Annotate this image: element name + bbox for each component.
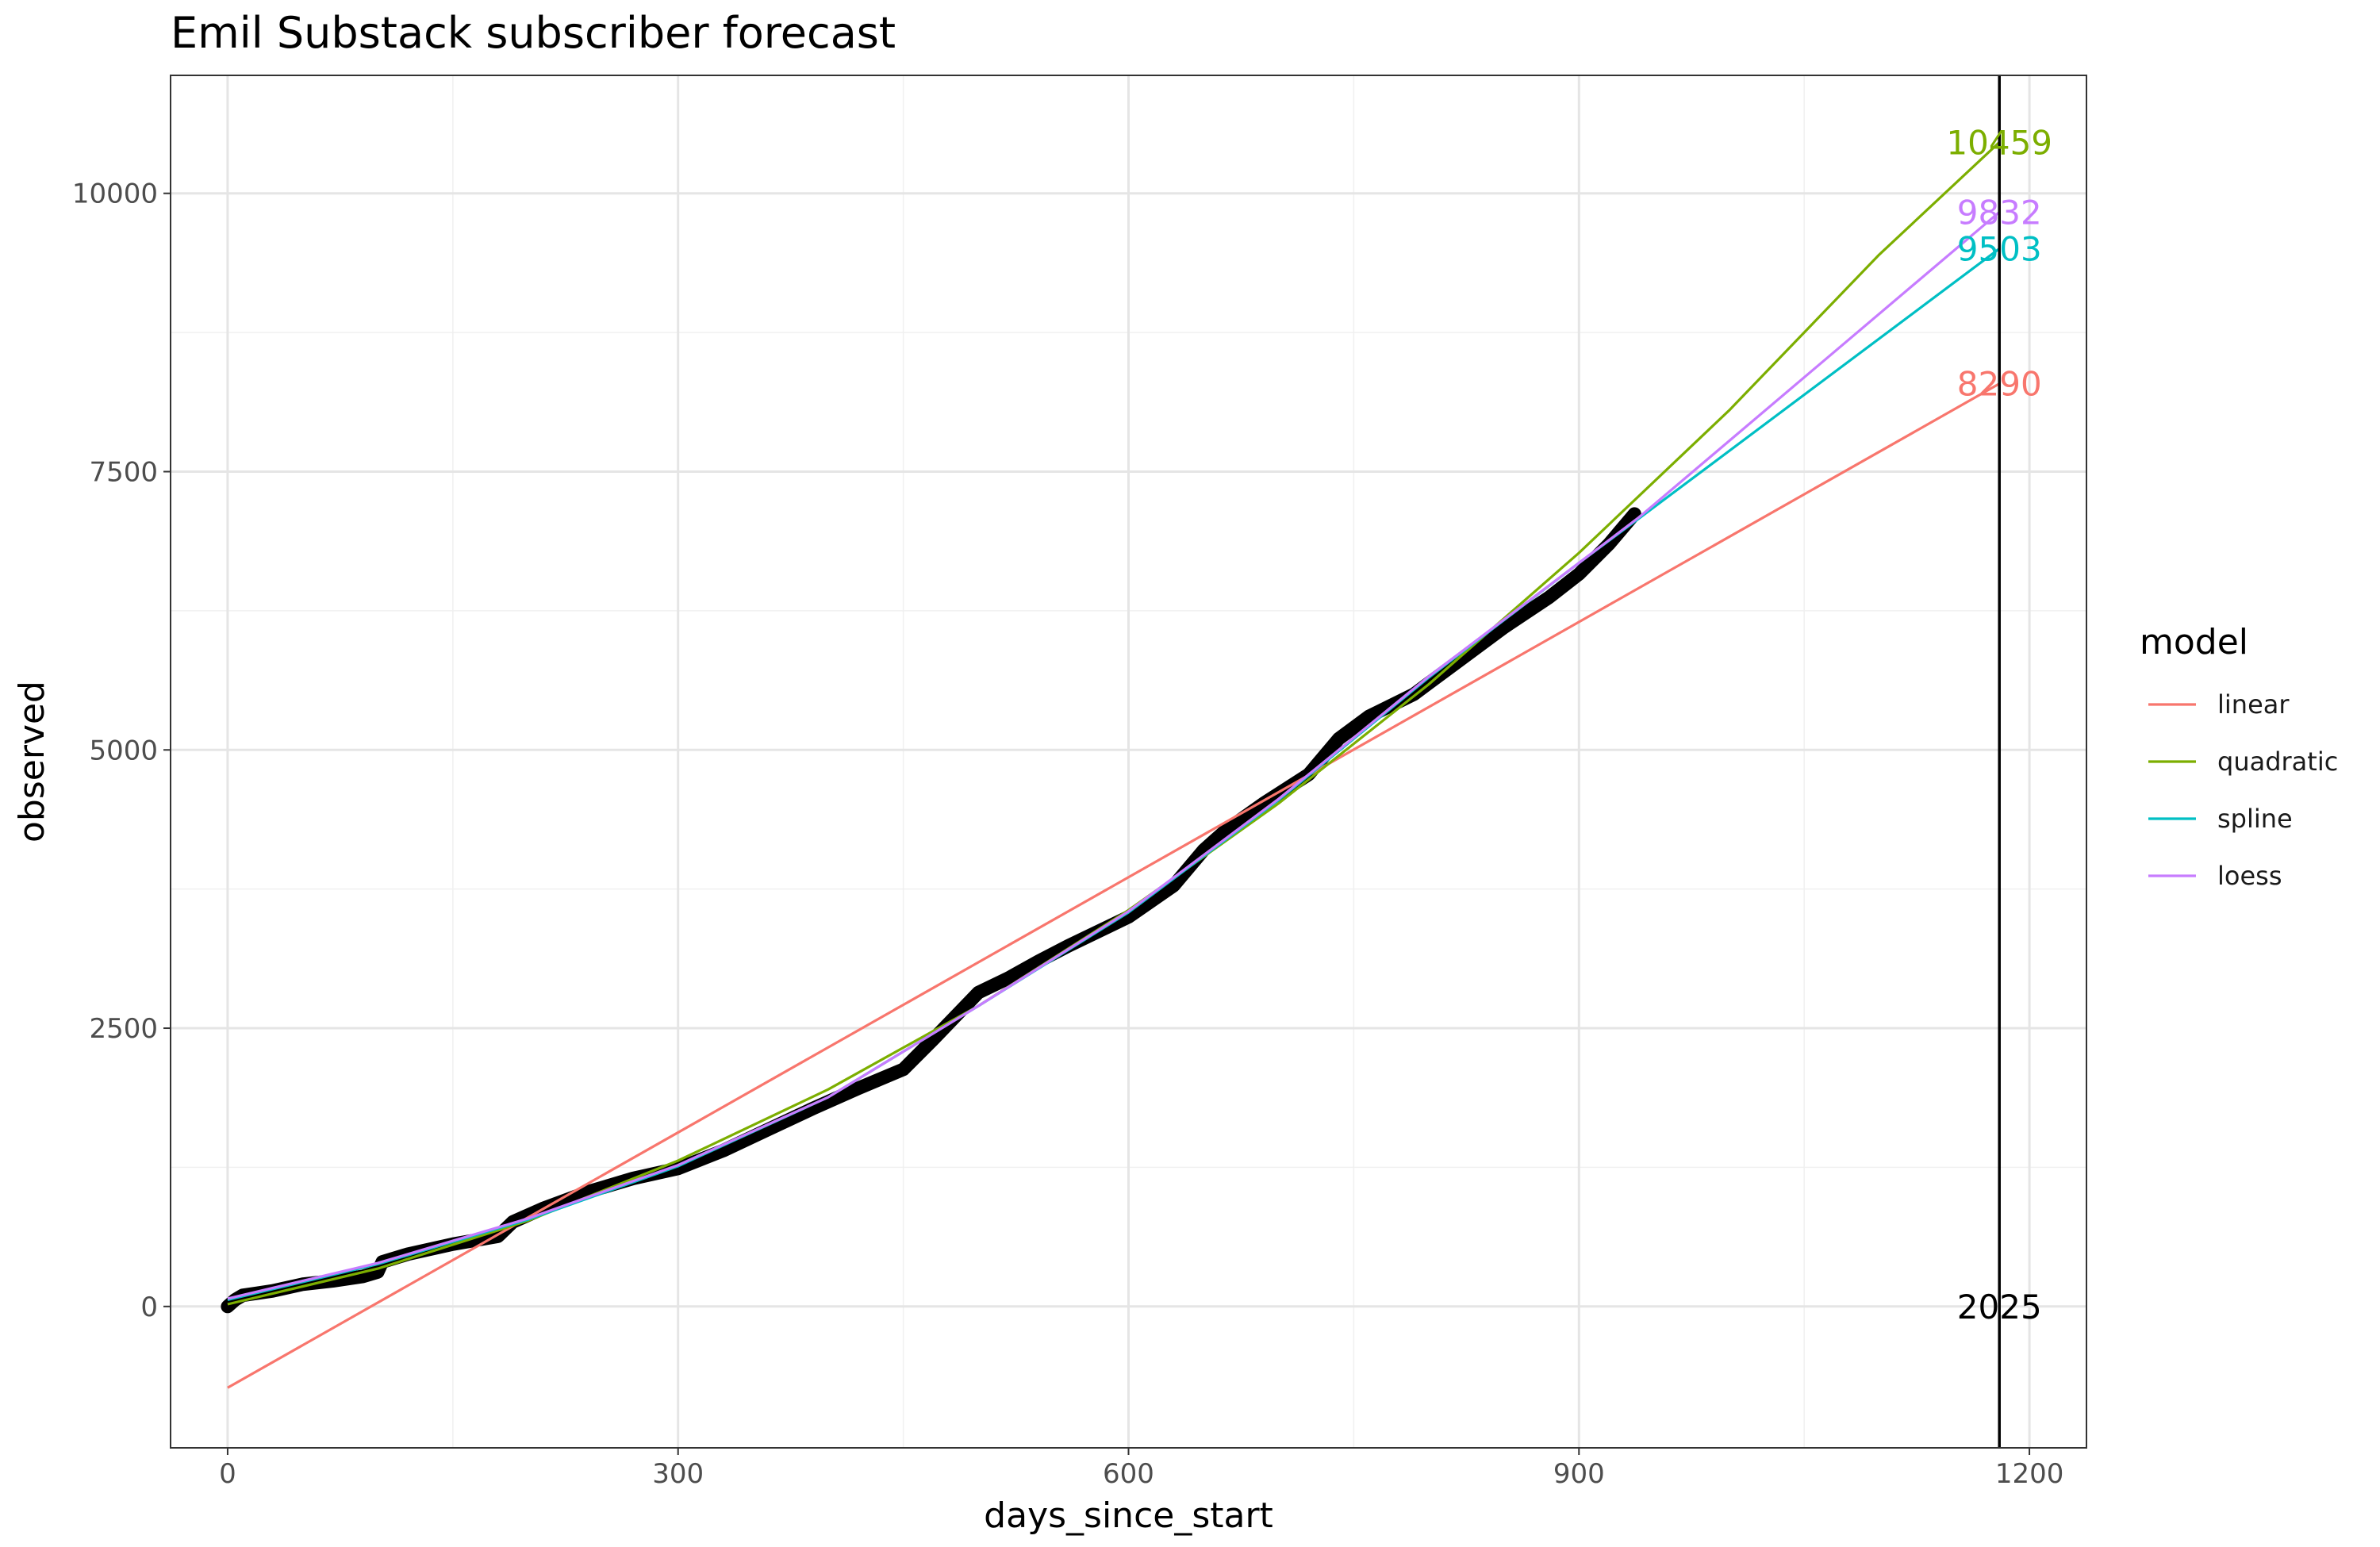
legend: model linear quadratic spline loess [2140,622,2338,891]
end-label-spline: 9503 [1957,229,2042,268]
x-tick-label: 1200 [1995,1458,2064,1490]
end-label-quadratic: 10459 [1946,123,2052,162]
y-axis: 0 2500 5000 7500 10000 [72,178,171,1323]
y-tick-label: 7500 [89,456,158,488]
observed-point [1542,591,1556,605]
y-tick-label: 2500 [89,1013,158,1045]
observed-point [1603,537,1616,551]
x-axis-title: days_since_start [984,1495,1273,1536]
x-tick-label: 900 [1553,1458,1605,1490]
observed-point [896,1062,910,1076]
legend-title: model [2140,622,2248,662]
grid [171,75,2086,1448]
x-tick-label: 300 [652,1458,704,1490]
observed-point [1497,620,1511,634]
observed-point [1572,567,1586,581]
observed-point [1332,732,1345,746]
y-axis-title: observed [12,681,52,843]
observed-point [1219,823,1233,837]
series-line-loess [227,211,2001,1300]
legend-label-loess: loess [2217,861,2282,891]
observed-points [221,507,1641,1314]
observed-point [851,1081,865,1095]
end-label-linear: 8290 [1957,365,2042,404]
legend-label-quadratic: quadratic [2217,747,2338,777]
y-tick-label: 0 [140,1292,158,1323]
observed-point [1362,710,1376,724]
observed-point [1002,971,1015,985]
legend-label-spline: spline [2217,804,2293,834]
series-line-linear [227,382,2001,1389]
series-lines [227,75,2001,1448]
chart-title: Emil Substack subscriber forecast [171,8,896,58]
x-tick-label: 0 [219,1458,236,1490]
end-label-loess: 9832 [1957,193,2042,232]
x-tick-label: 600 [1103,1458,1154,1490]
observed-point [972,986,985,1000]
y-tick-label: 5000 [89,735,158,766]
observed-line [221,507,1641,1314]
y-tick-label: 10000 [72,178,158,210]
series-line-quadratic [227,141,2001,1306]
legend-label-linear: linear [2217,689,2290,720]
vline-label: 2025 [1957,1288,2042,1326]
x-axis: 0 300 600 900 1200 [219,1448,2063,1490]
